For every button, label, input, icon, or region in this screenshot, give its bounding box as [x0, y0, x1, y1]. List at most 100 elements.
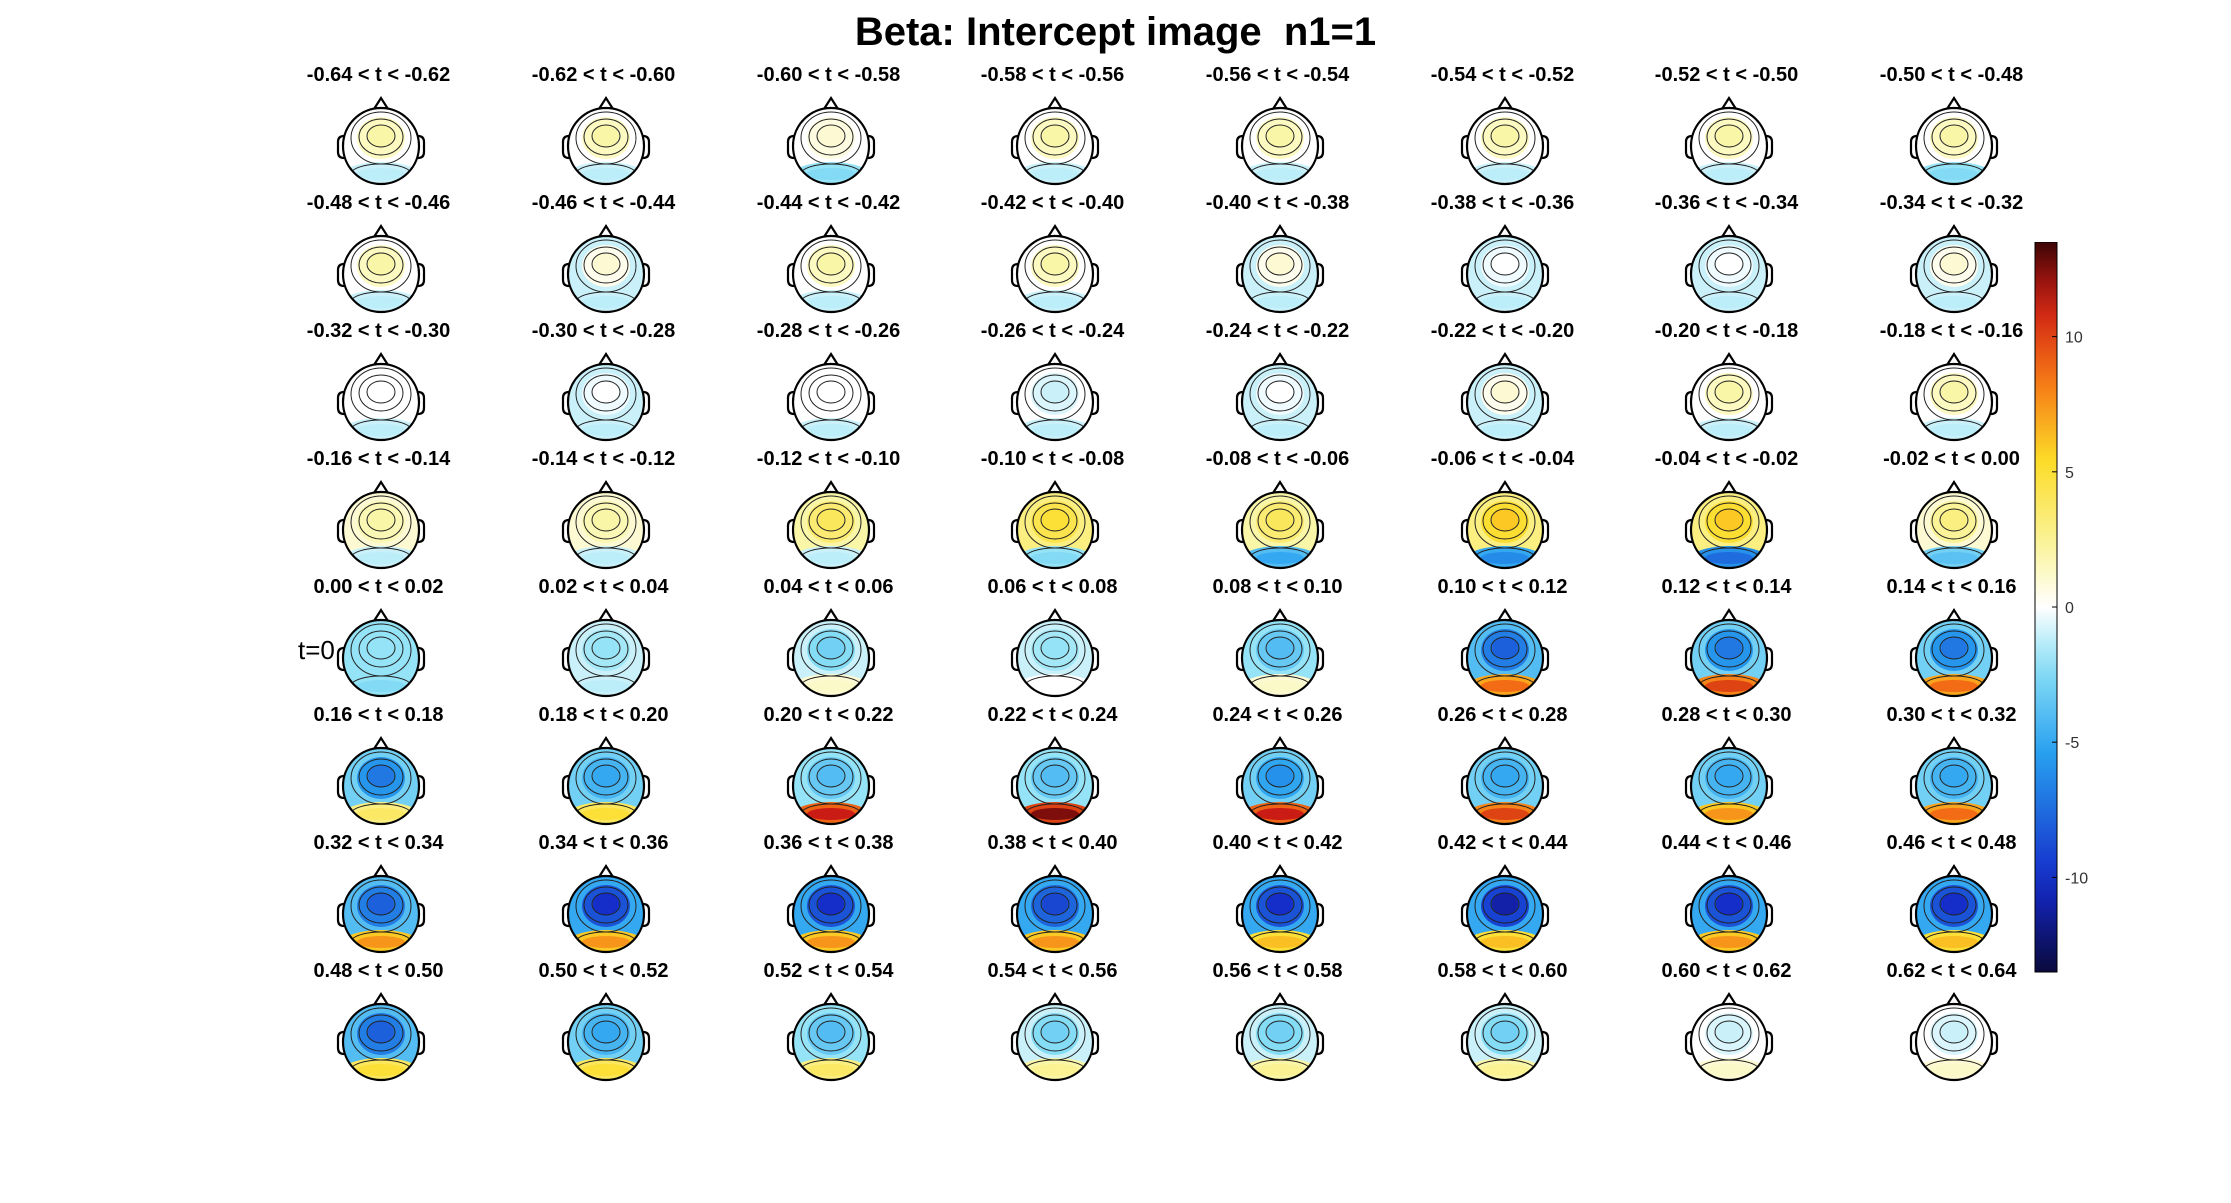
right-ear	[1091, 262, 1100, 288]
head-outline	[1689, 874, 1769, 954]
scalp-map	[336, 735, 426, 826]
contour-line	[1931, 630, 1977, 668]
scalp-posterior-peak	[1705, 1064, 1753, 1076]
panel-time-label: 0.36 < t < 0.38	[763, 832, 894, 854]
scalp-posterior-peak	[1705, 936, 1753, 948]
scalp-frontal-peak	[368, 253, 394, 275]
panel-time-label: 0.06 < t < 0.08	[987, 576, 1118, 598]
scalp-posterior-peak	[1930, 1064, 1978, 1076]
scalp-posterior-peak	[1031, 680, 1079, 692]
panel-time-label: -0.26 < t < -0.24	[980, 320, 1125, 342]
left-ear	[1460, 518, 1469, 544]
contour-line	[583, 630, 629, 668]
right-ear	[1765, 518, 1774, 544]
scalp-map	[1010, 735, 1100, 826]
contour-line	[808, 502, 854, 540]
left-ear	[561, 774, 570, 800]
right-ear	[1541, 774, 1550, 800]
contour-line	[1040, 124, 1070, 148]
right-ear	[1091, 902, 1100, 928]
panel-time-label: 0.56 < t < 0.58	[1212, 960, 1343, 982]
contour-line	[808, 246, 854, 284]
contour-line	[591, 892, 621, 916]
right-ear	[642, 774, 651, 800]
contour-line	[1931, 118, 1977, 156]
contour-line	[1257, 246, 1303, 284]
contour-line	[591, 764, 621, 788]
scalp-map	[1010, 991, 1100, 1082]
topomap-panel: 0.56 < t < 0.58	[1165, 960, 1390, 1088]
contour-line	[816, 124, 846, 148]
head-outline	[791, 746, 871, 826]
contour-line	[583, 118, 629, 156]
right-ear	[1541, 1030, 1550, 1056]
contour-line	[1032, 118, 1078, 156]
contour-line	[1939, 1020, 1969, 1044]
topomap-panel: -0.36 < t < -0.34	[1614, 192, 1839, 320]
scalp-frontal-peak	[1042, 253, 1068, 275]
scalp-frontal-peak	[818, 1021, 844, 1043]
topomap-panel: 0.36 < t < 0.38	[716, 832, 941, 960]
nose-marker	[1047, 607, 1063, 622]
contour-line	[1265, 508, 1295, 532]
left-ear	[336, 390, 345, 416]
contour-line	[591, 252, 621, 276]
scalp-map	[1460, 223, 1550, 314]
topomap-panel: -0.46 < t < -0.44	[491, 192, 716, 320]
panel-time-label: 0.50 < t < 0.52	[538, 960, 669, 982]
right-ear	[1316, 262, 1325, 288]
scalp-map	[1460, 351, 1550, 442]
topomap-panel: 0.48 < t < 0.50	[266, 960, 491, 1088]
right-ear	[867, 262, 876, 288]
scalp-posterior-peak	[1930, 424, 1978, 436]
contour-line	[1490, 252, 1520, 276]
scalp-map	[1684, 863, 1774, 954]
contour-line	[358, 246, 404, 284]
contour-line	[1706, 630, 1752, 668]
head-outline	[791, 1002, 871, 1082]
head-outline	[1914, 1002, 1994, 1082]
scalp-posterior-peak	[1256, 168, 1304, 180]
left-ear	[1909, 134, 1918, 160]
left-ear	[1235, 646, 1244, 672]
contour-line	[1265, 1020, 1295, 1044]
scalp-map	[1909, 351, 1999, 442]
panel-time-label: -0.20 < t < -0.18	[1654, 320, 1799, 342]
scalp-frontal-peak	[1492, 125, 1518, 147]
contour-line	[366, 252, 396, 276]
scalp-frontal-peak	[818, 893, 844, 915]
head-outline	[566, 1002, 646, 1082]
contour-line	[1032, 758, 1078, 796]
scalp-map	[1909, 479, 1999, 570]
contour-line	[358, 1014, 404, 1052]
topomap-panel: 0.08 < t < 0.10	[1165, 576, 1390, 704]
contour-line	[1032, 630, 1078, 668]
scalp-frontal-peak	[1042, 509, 1068, 531]
scalp-map	[1684, 991, 1774, 1082]
nose-marker	[373, 863, 389, 878]
panel-time-label: -0.52 < t < -0.50	[1654, 64, 1799, 86]
scalp-posterior-peak	[1705, 680, 1753, 692]
right-ear	[642, 134, 651, 160]
nose-marker	[1047, 95, 1063, 110]
colorbar: 10 5 0 -5 -10	[2034, 242, 2088, 973]
topomap-panel: 0.02 < t < 0.04	[491, 576, 716, 704]
scalp-frontal-peak	[1716, 637, 1742, 659]
left-ear	[1460, 134, 1469, 160]
contour-line	[1040, 764, 1070, 788]
left-ear	[1909, 262, 1918, 288]
nose-marker	[598, 95, 614, 110]
contour-line	[366, 380, 396, 404]
topomap-panel: -0.32 < t < -0.30	[266, 320, 491, 448]
contour-line	[1032, 374, 1078, 412]
topomap-panel: -0.18 < t < -0.16	[1839, 320, 2064, 448]
head-outline	[1689, 106, 1769, 186]
nose-marker	[1946, 223, 1962, 238]
scalp-posterior-peak	[582, 936, 630, 948]
scalp-map	[561, 607, 651, 698]
scalp-frontal-peak	[1042, 1021, 1068, 1043]
panel-time-label: -0.24 < t < -0.22	[1205, 320, 1350, 342]
head-outline	[1465, 1002, 1545, 1082]
right-ear	[1765, 390, 1774, 416]
scalp-posterior-peak	[582, 424, 630, 436]
